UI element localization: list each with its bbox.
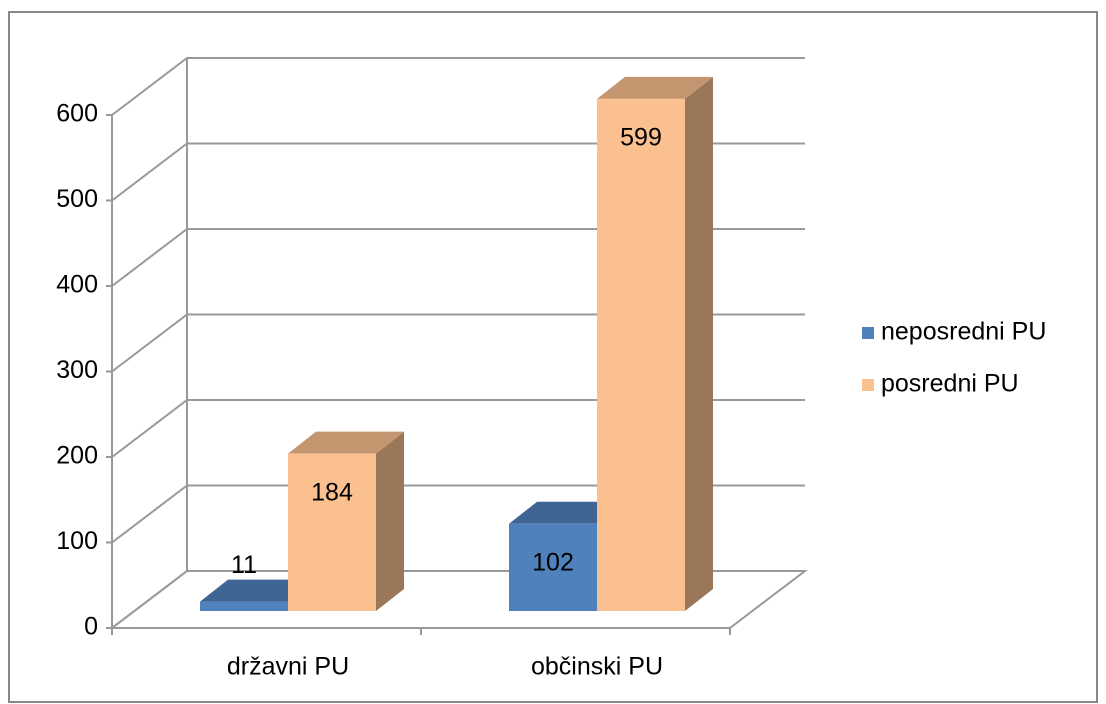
grid-line	[111, 57, 805, 116]
y-tick-label: 300	[56, 356, 98, 384]
bar-top	[200, 579, 316, 602]
bar	[288, 431, 404, 611]
y-tick-label: 200	[56, 442, 98, 470]
bar-top	[509, 501, 625, 524]
data-label: 184	[311, 478, 353, 506]
bar-front	[288, 453, 376, 611]
x-tick-label: občinski PU	[531, 653, 663, 681]
legend-swatch	[862, 379, 874, 391]
legend-label: neposredni PU	[881, 318, 1046, 346]
bar-front	[200, 601, 288, 611]
bar-top	[288, 431, 404, 454]
legend-swatch	[862, 327, 874, 339]
y-tick-label: 400	[56, 271, 98, 299]
y-tick-label: 0	[84, 613, 98, 641]
y-tick-label: 100	[56, 527, 98, 555]
bar-top	[597, 76, 713, 99]
bar-front	[509, 523, 597, 611]
bar-front	[597, 98, 685, 612]
data-label: 599	[620, 123, 662, 151]
data-label: 11	[231, 551, 257, 579]
legend-label: posredni PU	[881, 370, 1019, 398]
bar-side	[376, 431, 404, 611]
x-tick-label: državni PU	[227, 653, 349, 681]
y-tick-label: 600	[56, 100, 98, 128]
bar	[597, 76, 713, 612]
bar-side	[685, 76, 713, 612]
y-tick-label: 500	[56, 185, 98, 213]
data-label: 102	[532, 548, 574, 576]
